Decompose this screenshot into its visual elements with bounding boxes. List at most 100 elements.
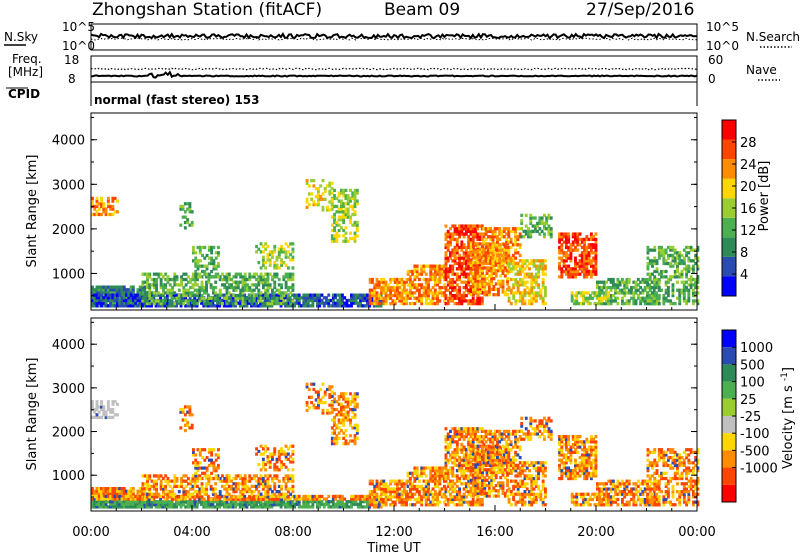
power-cell [538, 221, 542, 226]
power-cell [645, 277, 649, 282]
power-cell [353, 212, 357, 217]
velocity-cell [268, 494, 272, 499]
power-cell [277, 293, 281, 297]
power-cell [558, 248, 561, 252]
power-cell [148, 293, 152, 298]
power-cell [655, 301, 659, 306]
power-cell [560, 267, 564, 271]
power-cell [523, 293, 527, 298]
power-cell [480, 261, 484, 266]
power-cell [347, 298, 351, 303]
velocity-cell [313, 500, 317, 504]
power-cell [275, 263, 279, 267]
power-cell [248, 277, 252, 282]
power-cell [389, 291, 393, 295]
velocity-cell [277, 497, 281, 501]
velocity-cell [120, 500, 124, 504]
power-cell [295, 293, 299, 297]
power-cell [646, 272, 650, 276]
power-cell [165, 298, 169, 303]
power-cell [623, 283, 627, 287]
power-cell [476, 266, 480, 270]
power-cell [140, 301, 144, 305]
power-cell [648, 293, 652, 298]
velocity-cell [282, 500, 286, 504]
power-cell [180, 283, 184, 287]
power-cell [109, 298, 113, 303]
power-cell [687, 264, 691, 268]
power-cell [336, 301, 340, 305]
power-cell [408, 301, 412, 306]
power-cell [337, 234, 341, 238]
power-cell [460, 240, 464, 244]
power-cell [384, 299, 388, 303]
power-cell [433, 288, 437, 292]
power-cell [511, 243, 515, 247]
power-cell [225, 304, 228, 308]
velocity-cell [191, 487, 195, 491]
power-cell [518, 259, 522, 263]
power-cell [355, 188, 359, 193]
power-cell [427, 288, 430, 292]
power-cell [478, 296, 482, 300]
power-cell [347, 304, 351, 308]
velocity-cell [257, 490, 261, 494]
power-cell [545, 219, 549, 223]
velocity-cell [209, 500, 213, 504]
velocity-cell [122, 505, 126, 509]
power-cell [375, 291, 379, 295]
power-cell [422, 269, 426, 274]
power-cell [506, 242, 509, 246]
velocity-cell [225, 500, 229, 504]
velocity-cell [255, 495, 258, 499]
power-cell [205, 283, 209, 287]
power-cell [429, 277, 433, 282]
power-cell [446, 229, 450, 234]
velocity-cell [243, 479, 247, 483]
velocity-cell [231, 500, 235, 504]
power-cell [334, 304, 338, 308]
power-cell [580, 253, 584, 258]
velocity-cell [259, 474, 263, 478]
power-cell [485, 271, 489, 275]
power-cell [248, 285, 252, 290]
power-cell [279, 304, 283, 308]
power-cell [333, 220, 337, 225]
velocity-cell [336, 500, 340, 504]
power-cell [630, 285, 633, 290]
power-cell [673, 248, 677, 252]
power-cell [464, 293, 468, 298]
power-cell [505, 245, 508, 250]
power-cell [271, 299, 274, 303]
power-cell [539, 296, 543, 300]
power-cell [413, 269, 417, 274]
power-cell [331, 301, 335, 305]
power-colorbar-segment [722, 237, 736, 257]
power-cell [530, 301, 534, 306]
power-cell [531, 216, 535, 220]
power-cell [100, 293, 103, 297]
power-cell [482, 240, 486, 244]
power-cell [389, 277, 393, 282]
power-cell [273, 266, 277, 270]
power-cell [618, 288, 622, 292]
power-cell [478, 266, 482, 270]
power-cell [316, 192, 320, 196]
power-cell [241, 299, 245, 303]
velocity-cell [241, 503, 245, 507]
power-cell [497, 263, 500, 267]
power-cell [198, 275, 202, 279]
power-cell [516, 283, 520, 287]
power-cell [271, 255, 274, 259]
velocity-cell [140, 502, 144, 506]
power-cell [639, 301, 643, 306]
power-cell [483, 287, 487, 291]
power-cell [569, 253, 573, 258]
power-cell [682, 288, 686, 292]
power-cell [514, 277, 518, 282]
power-cell [231, 298, 235, 303]
power-cell [225, 301, 229, 306]
power-cell [411, 285, 415, 290]
velocity-cell [141, 474, 145, 478]
power-cell [159, 280, 163, 284]
